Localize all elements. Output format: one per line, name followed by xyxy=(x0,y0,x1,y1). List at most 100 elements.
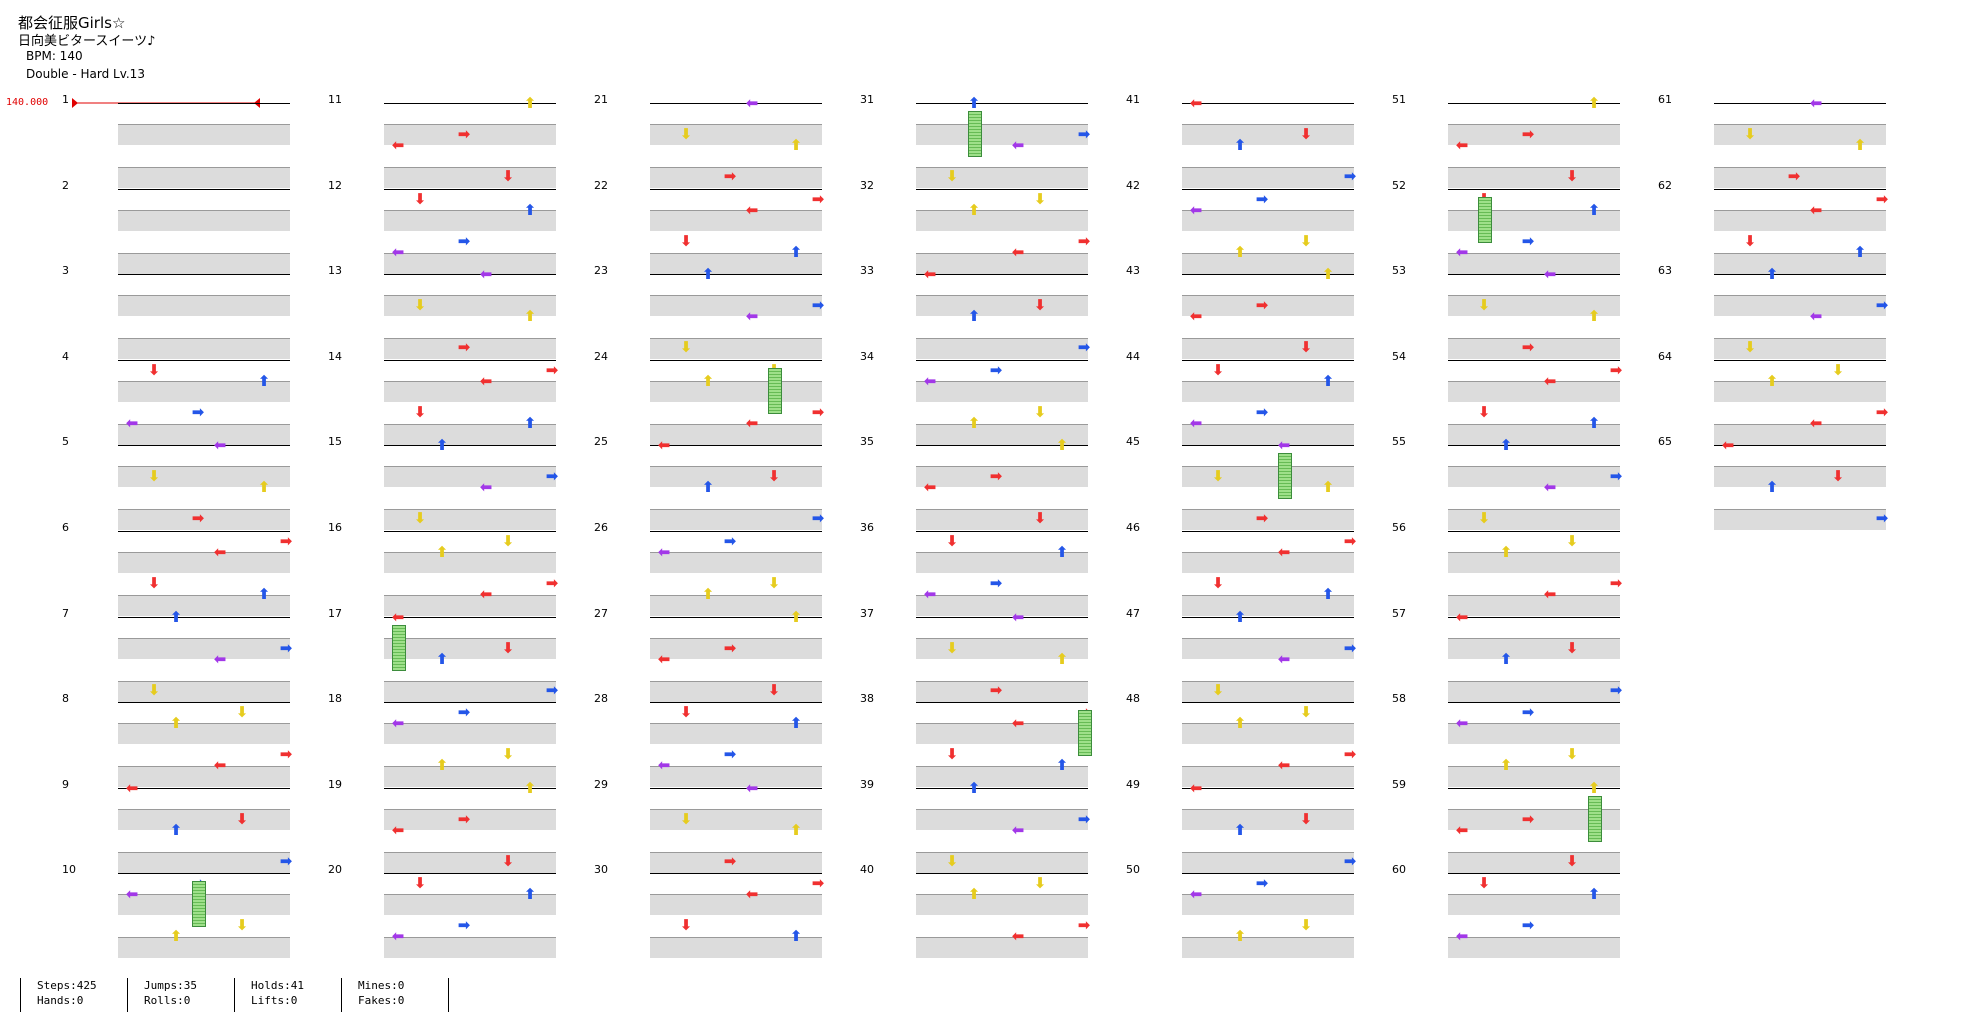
beat-band xyxy=(1182,209,1354,231)
beat-band xyxy=(650,808,822,830)
step-arrow-left-icon: ⬅ xyxy=(1277,649,1291,668)
step-arrow-right-icon: ➡ xyxy=(1875,296,1889,315)
hold-note xyxy=(1078,710,1092,757)
stat-fakes: Fakes:0 xyxy=(358,994,405,1007)
beat-band xyxy=(384,894,556,916)
measure-number: 52 xyxy=(1392,178,1406,192)
beat-band xyxy=(650,124,822,145)
step-arrow-up-icon: ⬆ xyxy=(701,585,715,603)
measure-line xyxy=(118,274,290,276)
beat-band xyxy=(1182,466,1354,488)
step-arrow-left-icon: ⬅ xyxy=(745,307,759,326)
beat-band xyxy=(916,851,1088,873)
beat-band xyxy=(916,637,1088,659)
step-arrow-right-icon: ➡ xyxy=(545,360,559,379)
beat-band xyxy=(1448,595,1620,616)
stat-rolls: Rolls:0 xyxy=(144,994,191,1007)
measure: 56 ⬇ ⬆ ➡ ⬅ xyxy=(1392,521,1652,616)
step-arrow-left-icon: ⬅ xyxy=(1543,371,1557,390)
measure-line xyxy=(1448,359,1620,361)
measure: 5 ⬅ ⬇ ⬆ ➡ xyxy=(62,435,322,531)
beat-band xyxy=(1182,766,1354,788)
measure-line xyxy=(1448,616,1620,618)
bpm-change-marker: 140.000 xyxy=(6,97,49,108)
beat-band xyxy=(1714,167,1886,188)
beat-band xyxy=(118,766,290,788)
beat-band xyxy=(916,766,1088,788)
measure-number: 46 xyxy=(1126,521,1140,534)
step-arrow-down-icon: ⬇ xyxy=(1831,360,1845,379)
step-arrow-down-icon: ⬇ xyxy=(147,467,161,486)
step-arrow-down-icon: ⬇ xyxy=(1477,402,1491,421)
step-arrow-down-icon: ⬇ xyxy=(767,467,781,486)
step-arrow-up-icon: ⬆ xyxy=(1321,585,1335,603)
beat-band xyxy=(1448,167,1620,188)
beat-band xyxy=(1182,380,1354,402)
beat-band xyxy=(118,680,290,702)
measure-line xyxy=(1182,274,1354,276)
measure-number: 59 xyxy=(1392,777,1406,791)
beat-band xyxy=(650,552,822,573)
step-arrow-down-icon: ⬇ xyxy=(1211,680,1225,699)
beat-band xyxy=(1448,851,1620,873)
measure: 46 ➡ ⬅ ⬇ ⬆ xyxy=(1126,521,1386,616)
measure-line xyxy=(650,702,822,704)
difficulty-label: Double - Hard Lv.13 xyxy=(26,67,145,81)
step-arrow-right-icon: ➡ xyxy=(279,532,293,550)
measure-line xyxy=(118,873,290,875)
step-arrow-right-icon: ➡ xyxy=(811,296,825,315)
step-arrow-up-icon: ⬆ xyxy=(1055,436,1069,455)
step-arrow-right-icon: ➡ xyxy=(1521,338,1535,357)
step-arrow-left-icon: ⬅ xyxy=(1011,820,1025,839)
measure-number: 26 xyxy=(594,521,608,534)
measure-number: 9 xyxy=(62,777,69,791)
measure: 7 ⬆ ➡ ⬅ ⬇ xyxy=(62,607,322,702)
beat-band xyxy=(118,723,290,745)
hold-note xyxy=(1278,453,1292,500)
beat-band xyxy=(384,509,556,531)
measure-number: 23 xyxy=(594,264,608,278)
beat-band xyxy=(1448,423,1620,445)
step-arrow-right-icon: ➡ xyxy=(1521,703,1535,722)
stat-jumps: Jumps:35 xyxy=(144,979,197,992)
step-arrow-down-icon: ⬇ xyxy=(501,638,515,657)
step-arrow-right-icon: ➡ xyxy=(457,231,471,250)
measure-line xyxy=(650,274,822,276)
step-arrow-right-icon: ➡ xyxy=(723,745,737,764)
beat-band xyxy=(384,252,556,274)
beat-band xyxy=(1448,766,1620,788)
step-arrow-up-icon: ⬆ xyxy=(1765,265,1779,284)
step-arrow-right-icon: ➡ xyxy=(723,638,737,657)
measure-line xyxy=(1714,359,1886,361)
beat-band xyxy=(650,252,822,274)
step-arrow-right-icon: ➡ xyxy=(545,467,559,486)
beat-band xyxy=(1182,295,1354,317)
step-arrow-down-icon: ⬇ xyxy=(1211,574,1225,592)
beat-band xyxy=(650,466,822,488)
hold-note xyxy=(1588,795,1602,842)
beat-band xyxy=(384,808,556,830)
step-arrow-left-icon: ⬅ xyxy=(1011,136,1025,154)
step-arrow-right-icon: ➡ xyxy=(989,467,1003,486)
measure-line xyxy=(916,274,1088,276)
measure-number: 56 xyxy=(1392,521,1406,534)
measure-line xyxy=(384,103,556,104)
step-arrow-up-icon: ⬆ xyxy=(1233,607,1247,626)
step-arrow-down-icon: ⬇ xyxy=(679,338,693,357)
step-arrow-down-icon: ⬇ xyxy=(1033,189,1047,208)
measure-number: 62 xyxy=(1658,178,1672,192)
step-arrow-up-icon: ⬆ xyxy=(701,371,715,390)
step-arrow-down-icon: ⬇ xyxy=(1743,125,1757,143)
step-arrow-left-icon: ⬅ xyxy=(657,436,671,455)
measure-number: 49 xyxy=(1126,777,1140,791)
measure-line xyxy=(1448,445,1620,447)
stat-holds: Holds:41 xyxy=(251,979,304,992)
measure-number: 12 xyxy=(328,178,342,192)
measure-line xyxy=(1448,103,1620,104)
step-arrow-down-icon: ⬇ xyxy=(1211,467,1225,486)
measure-line xyxy=(118,359,290,361)
measure-number: 63 xyxy=(1658,264,1672,278)
beat-band xyxy=(1448,637,1620,659)
measure-line xyxy=(1714,188,1886,190)
beat-band xyxy=(1448,252,1620,274)
